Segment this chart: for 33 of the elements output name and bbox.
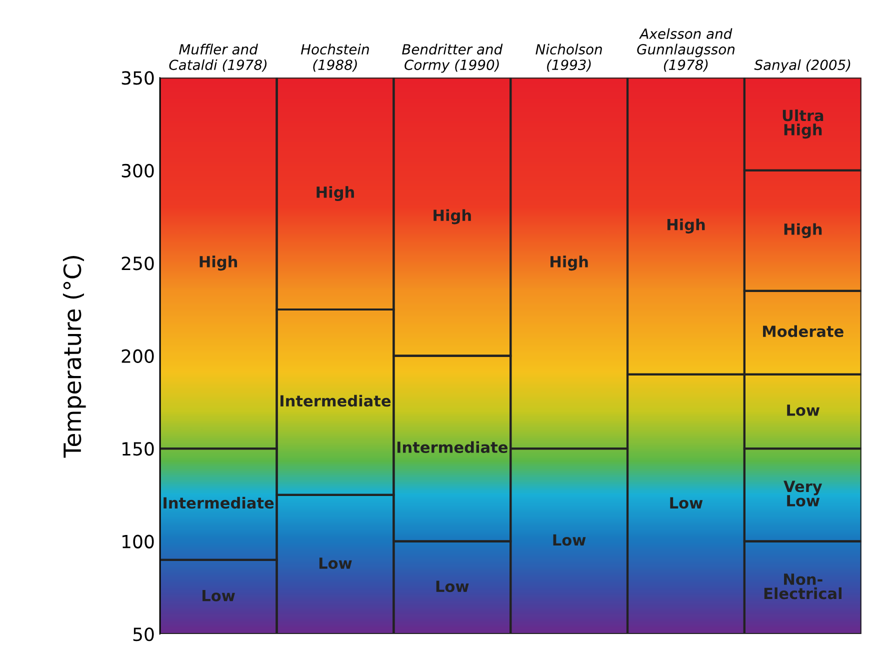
data-label: High (550, 256, 588, 271)
data-label: Moderate (763, 325, 844, 338)
data-label: Low (202, 590, 235, 602)
y-tick-label: 350 (122, 71, 154, 85)
y-tick-label: 150 (122, 442, 154, 456)
y-tick-label: 300 (122, 164, 154, 178)
data-label: Low (670, 497, 703, 509)
data-label: Very Low (784, 480, 822, 506)
y-axis-title: Temperature (°C) (62, 256, 86, 458)
data-label: Non- Electrical (764, 574, 842, 600)
x-tick-label: Hochstein (1988) (300, 44, 369, 72)
data-label: Intermediate (397, 441, 508, 454)
data-label: High (316, 186, 354, 202)
x-tick-label: Axelsson and Gunnlaugsson (1978) (637, 28, 735, 72)
data-label: High (200, 256, 238, 271)
data-label: Low (436, 580, 469, 592)
data-label: Low (787, 404, 820, 416)
x-tick-label: Muffler and Cataldi (1978) (169, 44, 267, 72)
data-label: High (667, 218, 705, 234)
data-label: Intermediate (280, 394, 391, 407)
data-label: Intermediate (164, 496, 274, 509)
y-tick-label: 200 (122, 349, 154, 363)
data-label: Low (319, 558, 352, 569)
x-tick-label: Sanyal (2005) (754, 59, 850, 73)
x-tick-label: Bendritter and Cormy (1990) (402, 44, 503, 73)
data-label: Low (553, 534, 586, 546)
data-label: High (784, 223, 822, 238)
y-tick-label: 250 (122, 256, 154, 270)
y-tick-label: 50 (133, 628, 154, 642)
x-tick-label: Nicholson (1993) (536, 44, 602, 72)
y-tick-label: 100 (122, 534, 154, 548)
data-label: Ultra High (782, 109, 824, 139)
data-label: High (434, 209, 471, 224)
